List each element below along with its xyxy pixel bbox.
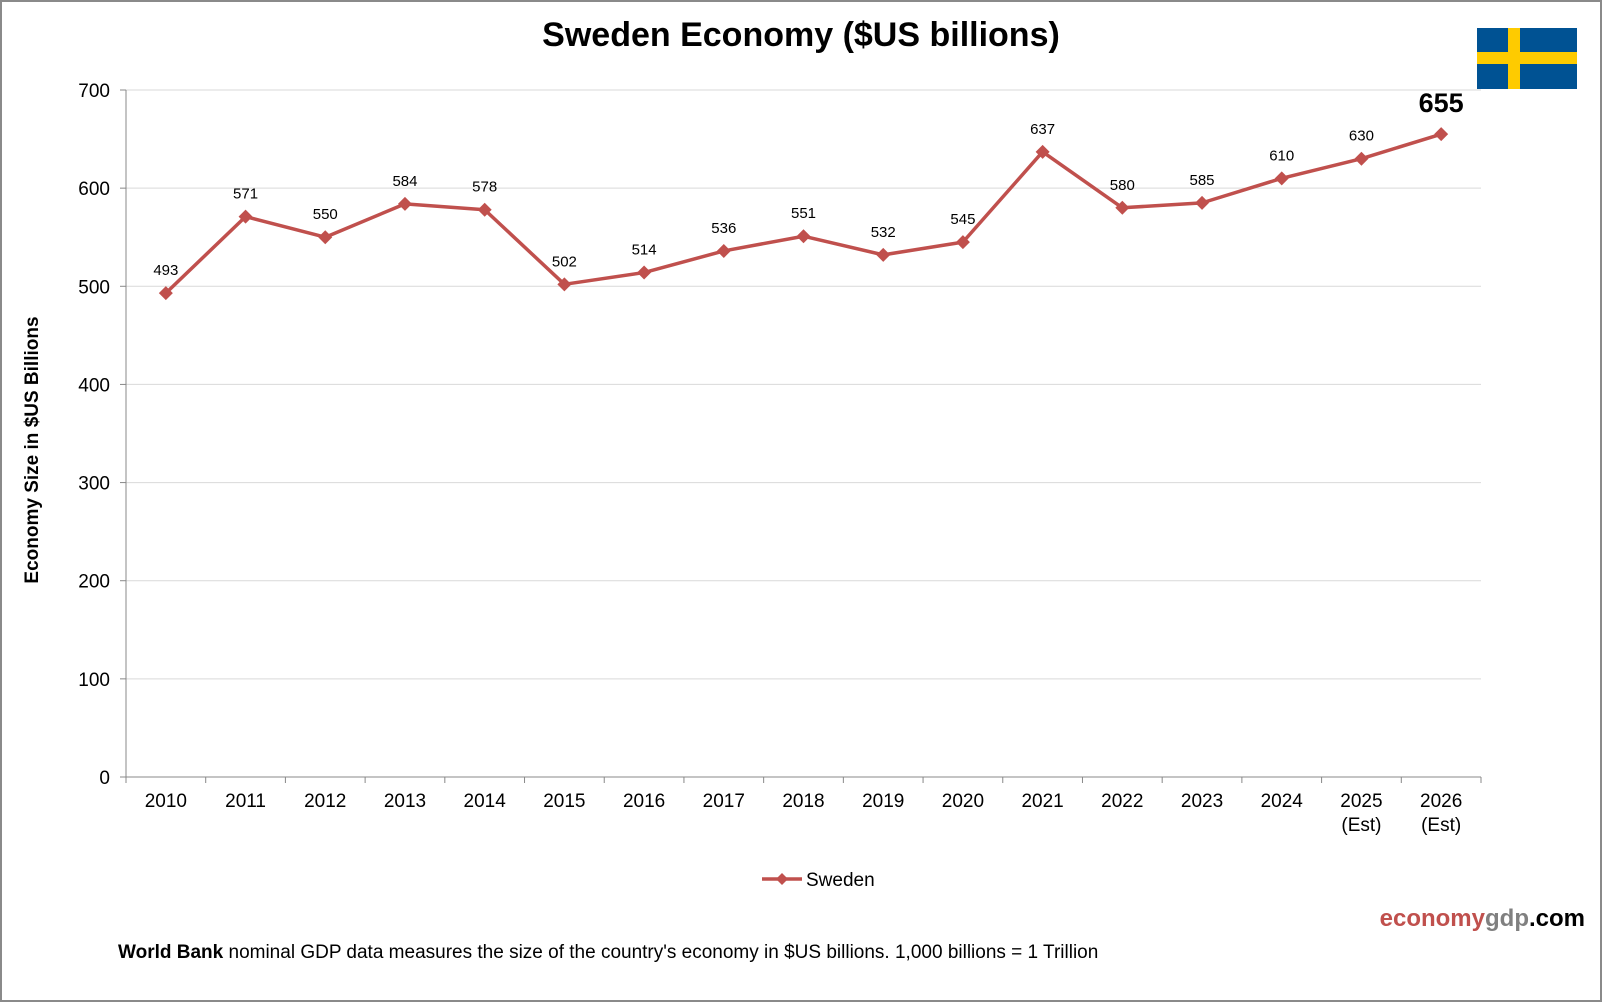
data-label: 550 bbox=[313, 206, 338, 223]
data-point-marker bbox=[716, 243, 731, 258]
x-tick-label: 2011 bbox=[225, 791, 266, 812]
data-label: 551 bbox=[791, 205, 816, 222]
x-tick-label: 2026 bbox=[1420, 791, 1462, 812]
brand-part-1: economy bbox=[1379, 905, 1485, 932]
x-tick-label: 2016 bbox=[623, 791, 665, 812]
sweden-flag-icon bbox=[1477, 28, 1577, 89]
data-label: 545 bbox=[950, 211, 975, 228]
data-point-marker bbox=[238, 209, 253, 224]
data-point-marker bbox=[876, 247, 891, 262]
x-tick-label: 2020 bbox=[942, 791, 984, 812]
highlight-data-label: 655 bbox=[1419, 88, 1464, 118]
data-label: 580 bbox=[1110, 177, 1135, 194]
legend-marker-sweden bbox=[776, 873, 788, 885]
x-tick-label: (Est) bbox=[1421, 815, 1461, 836]
x-tick-label: 2010 bbox=[145, 791, 187, 812]
x-tick-label: 2014 bbox=[464, 791, 507, 812]
x-tick-label: 2013 bbox=[384, 791, 426, 812]
data-point-marker bbox=[397, 196, 412, 211]
data-label: 630 bbox=[1349, 128, 1374, 145]
data-label: 502 bbox=[552, 253, 577, 270]
data-label: 610 bbox=[1269, 147, 1294, 164]
data-point-marker bbox=[1434, 127, 1449, 142]
x-tick-label: (Est) bbox=[1341, 815, 1381, 836]
x-tick-label: 2024 bbox=[1261, 791, 1304, 812]
y-tick-label: 100 bbox=[78, 670, 110, 691]
footer-note: World Bank nominal GDP data measures the… bbox=[118, 942, 1098, 964]
data-point-marker bbox=[318, 230, 333, 245]
chart-title: Sweden Economy ($US billions) bbox=[542, 16, 1060, 54]
y-tick-label: 0 bbox=[99, 768, 110, 789]
footer-source: World Bank bbox=[118, 942, 224, 963]
data-point-marker bbox=[477, 202, 492, 217]
y-tick-label: 300 bbox=[78, 474, 110, 495]
y-tick-label: 400 bbox=[78, 375, 110, 396]
y-tick-label: 700 bbox=[78, 81, 110, 102]
data-point-marker bbox=[1035, 144, 1050, 159]
data-point-marker bbox=[557, 277, 572, 292]
data-point-marker bbox=[796, 229, 811, 244]
brand-logo[interactable]: economygdp.com bbox=[1380, 905, 1585, 933]
data-label: 514 bbox=[632, 242, 657, 259]
data-label: 532 bbox=[871, 224, 896, 241]
data-point-marker bbox=[955, 235, 970, 250]
y-tick-label: 200 bbox=[78, 572, 110, 593]
y-tick-label: 600 bbox=[78, 179, 110, 200]
x-tick-label: 2025 bbox=[1340, 791, 1382, 812]
data-point-marker bbox=[1195, 195, 1210, 210]
data-label: 585 bbox=[1190, 172, 1215, 189]
x-tick-label: 2023 bbox=[1181, 791, 1223, 812]
x-tick-label: 2015 bbox=[543, 791, 585, 812]
brand-part-2: gdp bbox=[1485, 905, 1529, 932]
data-label: 584 bbox=[392, 173, 417, 190]
x-tick-label: 2019 bbox=[862, 791, 904, 812]
data-point-marker bbox=[158, 286, 173, 301]
data-label: 536 bbox=[711, 220, 736, 237]
x-tick-label: 2022 bbox=[1101, 791, 1143, 812]
legend-label-sweden: Sweden bbox=[806, 870, 875, 891]
data-point-marker bbox=[1274, 171, 1289, 186]
data-label: 493 bbox=[153, 262, 178, 279]
data-point-marker bbox=[637, 265, 652, 280]
data-label: 637 bbox=[1030, 121, 1055, 138]
data-label: 578 bbox=[472, 179, 497, 196]
data-point-marker bbox=[1354, 151, 1369, 166]
x-tick-label: 2012 bbox=[304, 791, 346, 812]
data-point-marker bbox=[1115, 200, 1130, 215]
y-tick-label: 500 bbox=[78, 277, 110, 298]
x-tick-label: 2018 bbox=[782, 791, 824, 812]
x-tick-label: 2017 bbox=[703, 791, 745, 812]
footer-text: nominal GDP data measures the size of th… bbox=[223, 942, 1099, 963]
data-label: 571 bbox=[233, 186, 258, 203]
brand-part-3: .com bbox=[1528, 905, 1585, 932]
x-tick-label: 2021 bbox=[1021, 791, 1063, 812]
